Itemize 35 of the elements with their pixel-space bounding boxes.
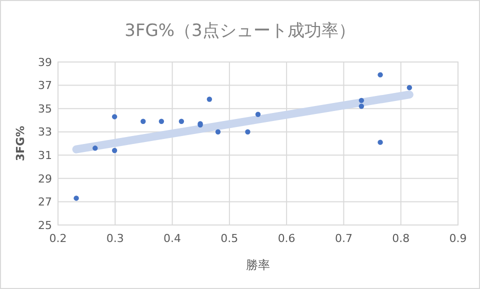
y-axis-title: 3FG% [14,126,27,162]
x-tick-label: 0.7 [334,232,352,245]
point [74,196,79,201]
point [178,118,184,124]
point [406,85,412,90]
x-tick-label: 0.5 [220,232,238,245]
point [112,114,118,120]
point [158,118,164,124]
point [206,96,212,102]
y-tick-label: 39 [38,56,52,69]
y-tick-label: 37 [38,79,52,92]
point [140,118,146,124]
point [245,129,250,134]
y-tick-label: 31 [38,148,52,162]
point [112,148,118,154]
y-tick-label: 27 [38,196,52,209]
point [215,129,221,134]
chart-title: 3FG%（3点シュート成功率） [124,21,356,41]
x-tick-label: 0.8 [392,232,410,245]
point [358,104,364,109]
x-tick-label: 0.9 [449,232,467,245]
point [358,98,364,104]
point [255,112,261,117]
x-tick-label: 0.3 [106,232,124,245]
point [378,72,383,78]
y-tick-label: 33 [38,126,52,139]
y-tick-label: 35 [38,102,52,116]
y-tick-label: 25 [38,218,52,232]
y-tick-label: 29 [38,172,52,186]
point [378,140,383,145]
x-tick-label: 0.2 [49,232,67,245]
x-tick-label: 0.4 [164,232,182,245]
x-tick-label: 0.6 [278,232,296,245]
point [92,146,98,151]
x-axis-title: 勝率 [246,258,270,272]
